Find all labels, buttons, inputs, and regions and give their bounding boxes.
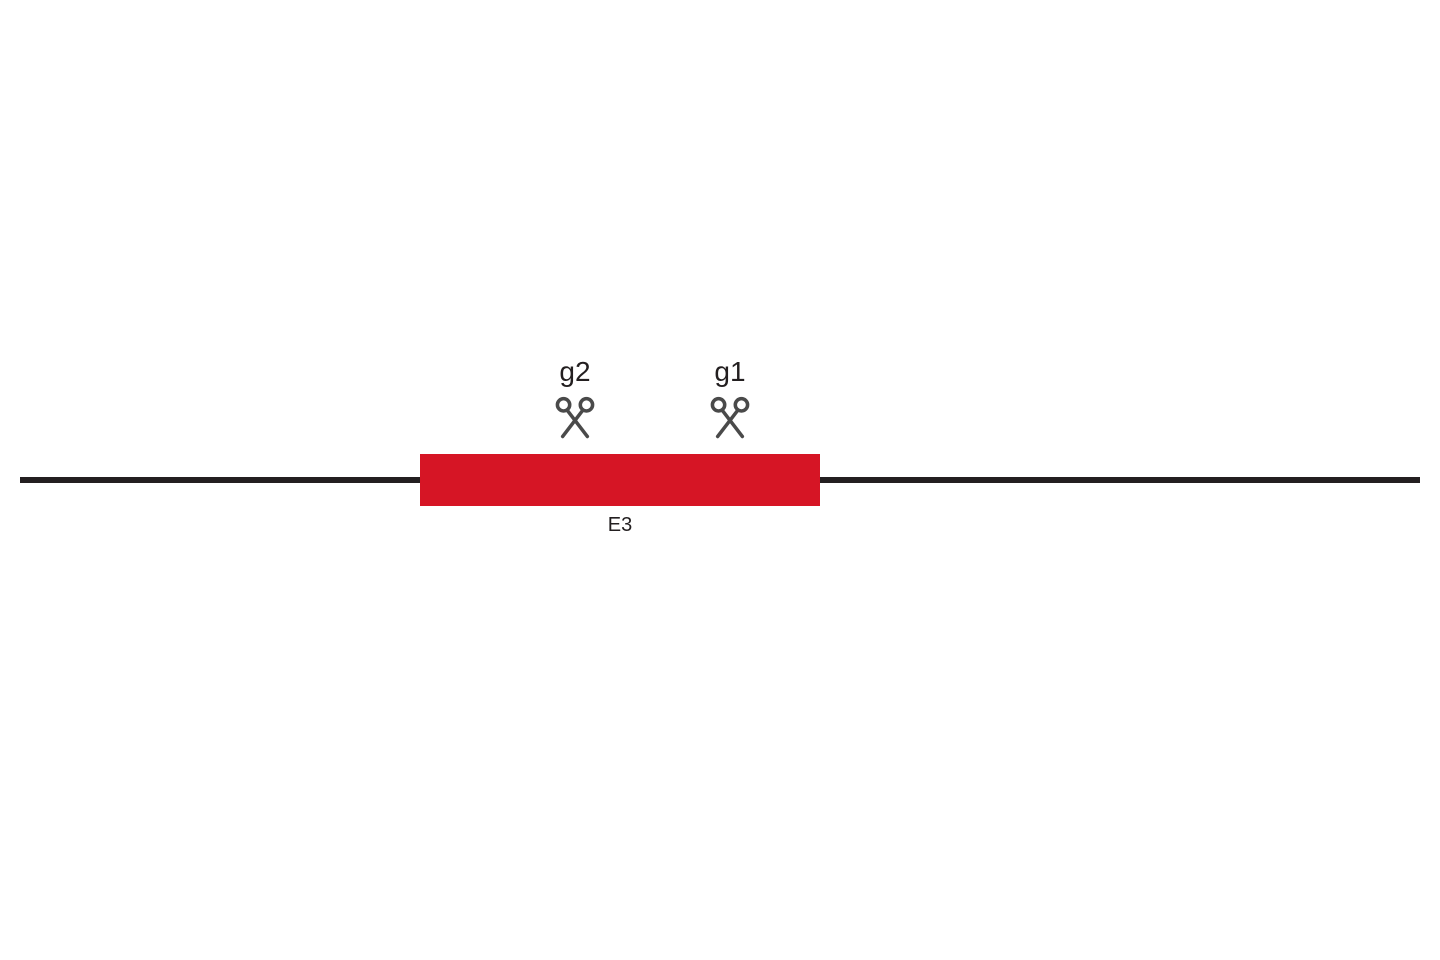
exon-label: E3 bbox=[420, 514, 820, 537]
scissors-icon-g2 bbox=[553, 396, 597, 440]
cut-label-g1: g1 bbox=[690, 356, 770, 388]
exon-box bbox=[420, 454, 820, 506]
cut-label-g2: g2 bbox=[535, 356, 615, 388]
scissors-icon-g1 bbox=[708, 396, 752, 440]
gene-diagram: E3 g2 g1 bbox=[0, 0, 1440, 960]
